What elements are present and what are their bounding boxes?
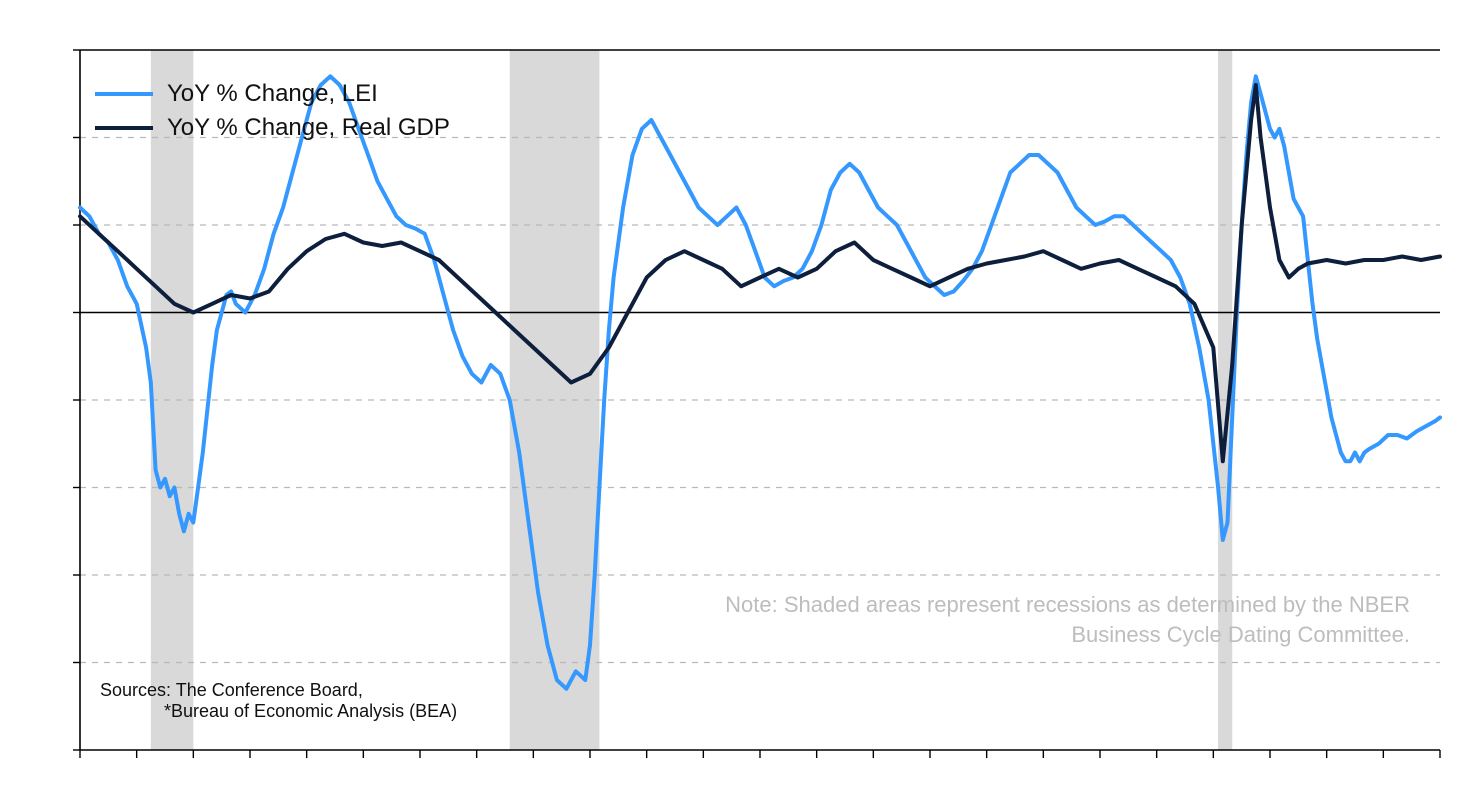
sources-line2: *Bureau of Economic Analysis (BEA) [164,701,457,722]
legend-label-lei: YoY % Change, LEI [167,80,378,108]
legend-item-gdp: YoY % Change, Real GDP [95,114,450,142]
recession-note: Note: Shaded areas represent recessions … [670,590,1410,649]
legend-swatch-lei [95,92,153,96]
legend-item-lei: YoY % Change, LEI [95,80,450,108]
sources-block: Sources: The Conference Board, *Bureau o… [100,680,457,722]
legend-swatch-gdp [95,126,153,130]
economic-chart: YoY % Change, LEI YoY % Change, Real GDP… [0,0,1470,796]
sources-line1: Sources: The Conference Board, [100,680,457,701]
legend-label-gdp: YoY % Change, Real GDP [167,114,450,142]
legend: YoY % Change, LEI YoY % Change, Real GDP [95,80,450,148]
